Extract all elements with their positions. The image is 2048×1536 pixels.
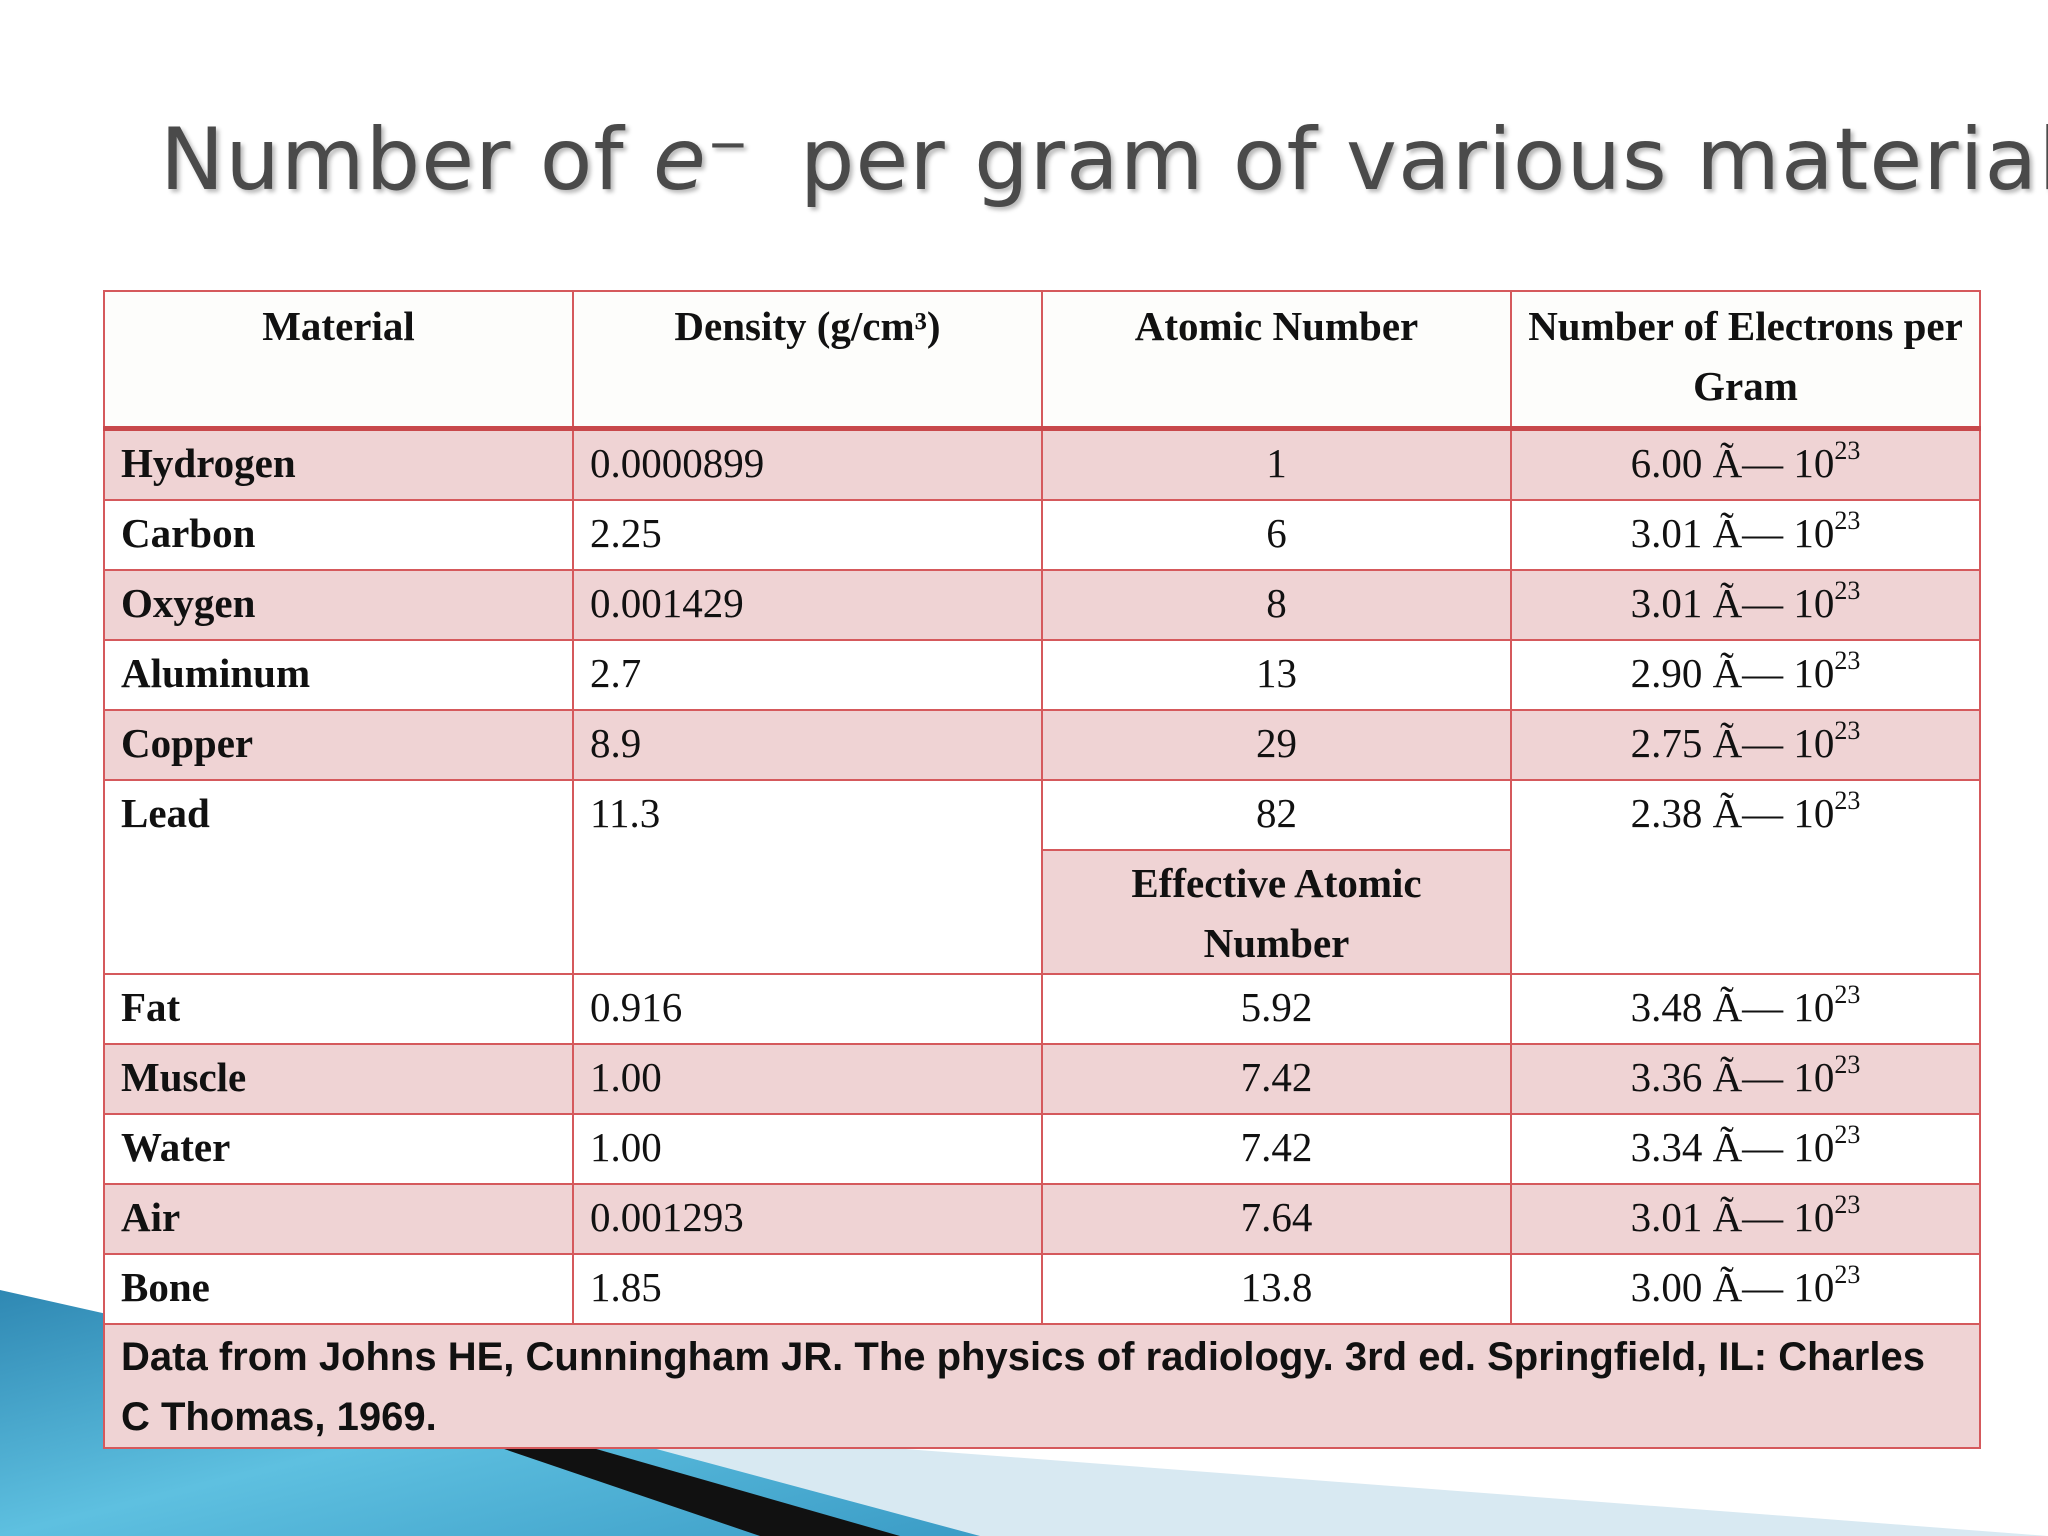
cell-atomic: 7.64 xyxy=(1041,1183,1512,1255)
cell-material: Water xyxy=(103,1113,574,1185)
cell-atomic: 13 xyxy=(1041,639,1512,711)
exponent: 23 xyxy=(1834,1190,1861,1219)
electrons-value: 3.36 Ã— 10 xyxy=(1630,1054,1835,1100)
table-row: Carbon 2.25 6 3.01 Ã— 1023 xyxy=(103,499,1981,571)
cell-material: Copper xyxy=(103,709,574,781)
cell-atomic: 7.42 xyxy=(1041,1113,1512,1185)
cell-density: 2.25 xyxy=(572,499,1043,571)
cell-electrons: 6.00 Ã— 1023 xyxy=(1510,427,1981,501)
table-row: Fat 0.916 5.92 3.48 Ã— 1023 xyxy=(103,973,1981,1045)
table-row: Oxygen 0.001429 8 3.01 Ã— 1023 xyxy=(103,569,1981,641)
cell-atomic: 6 xyxy=(1041,499,1512,571)
exponent: 23 xyxy=(1834,980,1861,1009)
cell-electrons: 2.38 Ã— 1023 xyxy=(1510,779,1981,975)
cell-density: 11.3 xyxy=(572,779,1043,975)
cell-electrons: 2.75 Ã— 1023 xyxy=(1510,709,1981,781)
cell-electrons: 3.01 Ã— 1023 xyxy=(1510,569,1981,641)
cell-material: Bone xyxy=(103,1253,574,1325)
cell-electrons: 3.34 Ã— 1023 xyxy=(1510,1113,1981,1185)
table-row: Lead 11.3 82 2.38 Ã— 1023 xyxy=(103,779,1981,975)
cell-density: 1.00 xyxy=(572,1043,1043,1115)
cell-material: Carbon xyxy=(103,499,574,571)
cell-material: Air xyxy=(103,1183,574,1255)
table-row: Muscle 1.00 7.42 3.36 Ã— 1023 xyxy=(103,1043,1981,1115)
cell-density: 0.0000899 xyxy=(572,427,1043,501)
cell-atomic: 5.92 xyxy=(1041,973,1512,1045)
cell-electrons: 3.01 Ã— 1023 xyxy=(1510,499,1981,571)
cell-density: 0.001293 xyxy=(572,1183,1043,1255)
cell-material: Muscle xyxy=(103,1043,574,1115)
electrons-value: 3.34 Ã— 10 xyxy=(1630,1124,1835,1170)
exponent: 23 xyxy=(1834,716,1861,745)
header-electrons-per-gram: Number of Electrons per Gram xyxy=(1510,290,1981,431)
exponent: 23 xyxy=(1834,1050,1861,1079)
cell-electrons: 3.01 Ã— 1023 xyxy=(1510,1183,1981,1255)
electrons-value: 2.75 Ã— 10 xyxy=(1630,720,1835,766)
cell-material: Lead xyxy=(103,779,574,975)
table-row: Aluminum 2.7 13 2.90 Ã— 1023 xyxy=(103,639,1981,711)
cell-electrons: 2.90 Ã— 1023 xyxy=(1510,639,1981,711)
exponent: 23 xyxy=(1834,506,1861,535)
electrons-value: 3.01 Ã— 10 xyxy=(1630,510,1835,556)
cell-density: 0.916 xyxy=(572,973,1043,1045)
cell-electrons: 3.48 Ã— 1023 xyxy=(1510,973,1981,1045)
effective-atomic-number-header: Effective Atomic Number xyxy=(1041,849,1512,975)
electrons-value: 3.01 Ã— 10 xyxy=(1630,580,1835,626)
exponent: 23 xyxy=(1834,436,1861,465)
title-suffix: per gram of various materials xyxy=(799,110,2048,210)
header-atomic-number: Atomic Number xyxy=(1041,290,1512,431)
table-row: Bone 1.85 13.8 3.00 Ã— 1023 xyxy=(103,1253,1981,1325)
cell-material: Fat xyxy=(103,973,574,1045)
cell-density: 2.7 xyxy=(572,639,1043,711)
cell-atomic: 7.42 xyxy=(1041,1043,1512,1115)
cell-atomic: 13.8 xyxy=(1041,1253,1512,1325)
effective-header-row: Effective Atomic Number xyxy=(104,849,1980,975)
header-material: Material xyxy=(103,290,574,431)
electrons-per-gram-table: Material Density (g/cm³) Atomic Number N… xyxy=(103,290,1981,1449)
table-row: Air 0.001293 7.64 3.01 Ã— 1023 xyxy=(103,1183,1981,1255)
electrons-value: 3.48 Ã— 10 xyxy=(1630,984,1835,1030)
cell-atomic: 1 xyxy=(1041,427,1512,501)
cell-density: 1.85 xyxy=(572,1253,1043,1325)
cell-atomic: 82 xyxy=(1041,779,1512,851)
title-prefix: Number of xyxy=(160,110,654,210)
cell-density: 0.001429 xyxy=(572,569,1043,641)
electrons-value: 2.38 Ã— 10 xyxy=(1630,790,1835,836)
exponent: 23 xyxy=(1834,1260,1861,1289)
cell-electrons: 3.00 Ã— 1023 xyxy=(1510,1253,1981,1325)
cell-density: 1.00 xyxy=(572,1113,1043,1185)
table-row: Copper 8.9 29 2.75 Ã— 1023 xyxy=(103,709,1981,781)
cell-material: Aluminum xyxy=(103,639,574,711)
cell-density: 8.9 xyxy=(572,709,1043,781)
exponent: 23 xyxy=(1834,1120,1861,1149)
electron-charge: − xyxy=(706,115,750,173)
electrons-value: 6.00 Ã— 10 xyxy=(1630,440,1835,486)
source-citation: Data from Johns HE, Cunningham JR. The p… xyxy=(103,1323,1981,1449)
exponent: 23 xyxy=(1834,646,1861,675)
exponent: 23 xyxy=(1834,576,1861,605)
cell-atomic: 8 xyxy=(1041,569,1512,641)
footnote-row: Data from Johns HE, Cunningham JR. The p… xyxy=(103,1323,1981,1449)
slide-title: Number of e− per gram of various material… xyxy=(160,100,2048,220)
electrons-value: 3.01 Ã— 10 xyxy=(1630,1194,1835,1240)
cell-atomic: 29 xyxy=(1041,709,1512,781)
cell-material: Oxygen xyxy=(103,569,574,641)
table-row: Hydrogen 0.0000899 1 6.00 Ã— 1023 xyxy=(103,427,1981,501)
exponent: 23 xyxy=(1834,786,1861,815)
header-row: Material Density (g/cm³) Atomic Number N… xyxy=(103,290,1981,431)
electrons-value: 3.00 Ã— 10 xyxy=(1630,1264,1835,1310)
header-density: Density (g/cm³) xyxy=(572,290,1043,431)
electron-symbol: e xyxy=(653,110,707,210)
cell-electrons: 3.36 Ã— 1023 xyxy=(1510,1043,1981,1115)
electrons-value: 2.90 Ã— 10 xyxy=(1630,650,1835,696)
table-row: Water 1.00 7.42 3.34 Ã— 1023 xyxy=(103,1113,1981,1185)
cell-material: Hydrogen xyxy=(103,427,574,501)
